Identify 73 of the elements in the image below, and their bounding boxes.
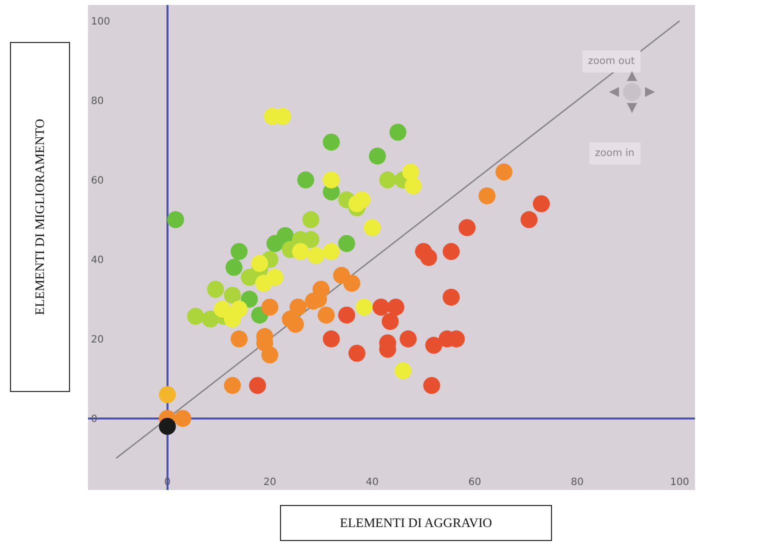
- y-tick-label: 60: [91, 175, 104, 186]
- point: [372, 298, 390, 316]
- point: [158, 386, 176, 404]
- point: [389, 124, 406, 141]
- point: [382, 312, 399, 330]
- point: [338, 306, 356, 324]
- point: [368, 148, 386, 165]
- point: [322, 330, 340, 348]
- point: [520, 211, 538, 228]
- point: [379, 171, 396, 188]
- point: [495, 163, 512, 180]
- x-axis-title: ELEMENTI DI AGGRAVIO: [280, 505, 552, 541]
- point: [230, 242, 248, 260]
- point: [394, 362, 412, 380]
- annotation: zoom out: [588, 56, 635, 67]
- point: [442, 288, 460, 306]
- point: [297, 171, 314, 188]
- point: [255, 274, 272, 292]
- point: [187, 308, 204, 325]
- point: [322, 134, 340, 151]
- point: [354, 191, 371, 208]
- point: [348, 344, 366, 362]
- point: [425, 336, 442, 354]
- x-tick-label: 60: [468, 477, 482, 488]
- x-tick-label: 80: [570, 477, 584, 488]
- point: [302, 211, 320, 228]
- point: [442, 242, 460, 260]
- point: [423, 376, 440, 394]
- point: [290, 298, 307, 316]
- point: [318, 306, 335, 324]
- point: [251, 254, 268, 272]
- point: [214, 300, 231, 318]
- point: [261, 298, 278, 316]
- point: [322, 171, 340, 188]
- point: [343, 274, 360, 292]
- point: [478, 187, 496, 204]
- point: [266, 235, 284, 252]
- point: [387, 298, 404, 316]
- point: [167, 211, 184, 228]
- point: [230, 300, 248, 318]
- y-axis-title: ELEMENTI DI MIGLIORAMENTO: [32, 118, 48, 316]
- point: [207, 280, 224, 298]
- x-tick-label: 40: [366, 477, 379, 488]
- point: [322, 242, 340, 260]
- point: [458, 219, 476, 236]
- y-tick-label: 80: [91, 96, 104, 107]
- point: [420, 248, 438, 266]
- y-tick-label: 40: [91, 254, 104, 266]
- point: [230, 330, 248, 348]
- point: [174, 410, 192, 427]
- point: [226, 258, 242, 276]
- point: [240, 268, 258, 286]
- point: [400, 330, 417, 348]
- y-tick-label: 20: [91, 334, 104, 346]
- point: [261, 346, 278, 364]
- x-tick-label: 20: [263, 477, 276, 488]
- point: [292, 242, 310, 260]
- x-tick-label: 100: [670, 477, 690, 488]
- y-tick-label: 100: [91, 16, 110, 28]
- point: [364, 219, 381, 236]
- point: [532, 195, 550, 212]
- point: [307, 246, 324, 264]
- point: [240, 290, 258, 308]
- point: [158, 418, 176, 435]
- point: [404, 177, 422, 194]
- annotation: zoom in: [595, 148, 635, 159]
- point: [338, 235, 356, 252]
- point: [249, 376, 266, 394]
- point: [356, 298, 373, 316]
- point: [402, 163, 420, 180]
- point: [224, 376, 241, 394]
- point: [224, 286, 241, 304]
- point: [286, 316, 304, 333]
